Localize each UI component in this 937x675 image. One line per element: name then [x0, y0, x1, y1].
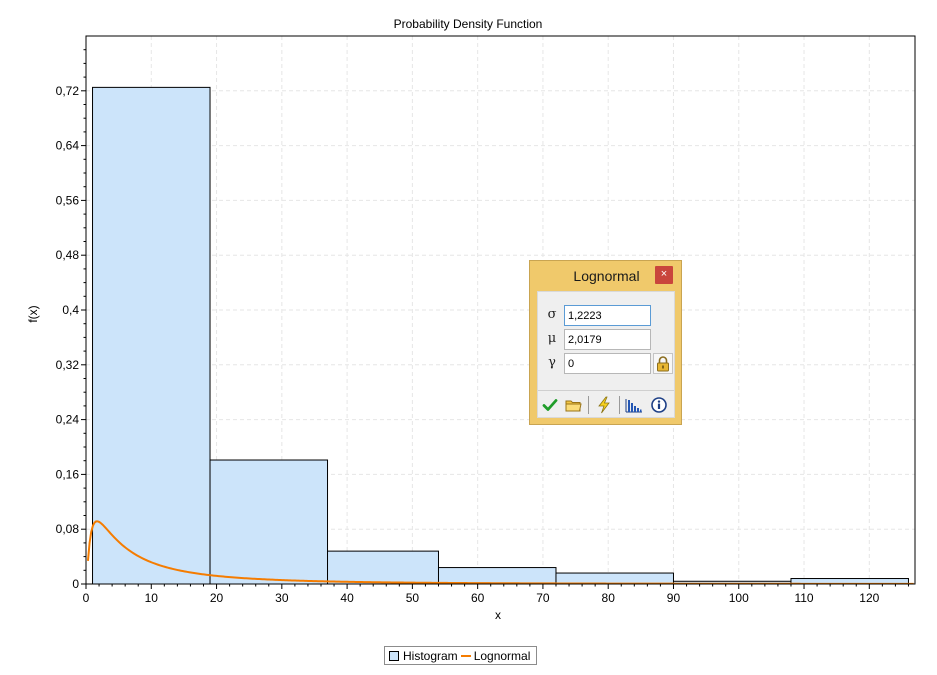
histogram-legend-swatch [389, 650, 399, 661]
histogram-button[interactable] [624, 395, 644, 415]
x-tick-label: 80 [602, 591, 616, 605]
y-tick-label: 0,08 [56, 522, 80, 536]
y-tick-label: 0,16 [56, 467, 80, 481]
apply-button[interactable] [540, 395, 560, 415]
mu-input[interactable] [564, 329, 651, 350]
y-tick-label: 0,24 [56, 413, 80, 427]
x-tick-label: 20 [210, 591, 224, 605]
x-tick-label: 0 [83, 591, 90, 605]
chart-legend: Histogram Lognormal [384, 646, 538, 665]
x-tick-label: 70 [536, 591, 550, 605]
sigma-row: σ [538, 305, 676, 326]
y-tick-label: 0,32 [56, 358, 80, 372]
check-icon [542, 399, 558, 411]
x-tick-label: 30 [275, 591, 289, 605]
y-tick-label: 0 [72, 577, 79, 591]
toolbar-separator [588, 396, 589, 414]
panel-title: Lognormal [573, 268, 640, 284]
y-tick-label: 0,72 [56, 84, 80, 98]
lognormal-parameters-panel[interactable]: Lognormal × σ μ γ [529, 260, 682, 425]
grid-layer [86, 36, 915, 584]
open-button[interactable] [563, 395, 583, 415]
ticks-layer: 0 10 20 30 40 50 60 70 80 90 100 110 120 0 0,08 0,16 0,2… [56, 49, 909, 605]
sigma-input[interactable] [564, 305, 651, 326]
chart-title: Probability Density Function [394, 17, 543, 31]
gamma-input[interactable] [564, 353, 651, 374]
info-button[interactable] [649, 395, 669, 415]
mu-symbol: μ [547, 331, 557, 346]
x-tick-label: 110 [794, 591, 813, 605]
x-tick-label: 90 [667, 591, 681, 605]
x-tick-label: 60 [471, 591, 485, 605]
x-tick-label: 40 [340, 591, 354, 605]
lock-gamma-button[interactable] [653, 353, 673, 374]
info-icon [651, 397, 667, 413]
gamma-row: γ [538, 353, 676, 374]
y-tick-label: 0,48 [56, 248, 80, 262]
gamma-symbol: γ [548, 355, 556, 370]
histogram-bar [327, 550, 439, 585]
x-tick-label: 10 [145, 591, 159, 605]
x-tick-label: 50 [406, 591, 420, 605]
histogram-legend-label: Histogram [403, 648, 458, 663]
y-tick-label: 0,56 [56, 193, 80, 207]
histogram-icon [625, 399, 642, 413]
x-tick-label: 120 [859, 591, 879, 605]
y-tick-label: 0,64 [56, 139, 80, 153]
lognormal-legend-label: Lognormal [473, 648, 531, 663]
histogram-bar [92, 86, 211, 585]
fit-button[interactable] [594, 395, 614, 415]
lightning-icon [598, 396, 610, 414]
lock-icon [657, 355, 669, 371]
mu-row: μ [538, 329, 676, 350]
panel-body: σ μ γ [537, 291, 675, 418]
close-button[interactable]: × [655, 266, 673, 284]
y-tick-label: 0,4 [62, 303, 79, 317]
x-tick-label: 100 [729, 591, 749, 605]
folder-icon [565, 400, 582, 411]
histogram-bar [209, 459, 329, 585]
sigma-symbol: σ [547, 307, 557, 322]
bars-layer [92, 86, 909, 585]
histogram-bar [437, 567, 557, 585]
y-axis-label: f(x) [26, 305, 40, 322]
x-axis-label: x [495, 608, 501, 622]
toolbar-separator [619, 396, 620, 414]
toolbar-divider [538, 390, 674, 391]
lognormal-legend-swatch [460, 654, 471, 657]
histogram-bar [555, 572, 674, 585]
